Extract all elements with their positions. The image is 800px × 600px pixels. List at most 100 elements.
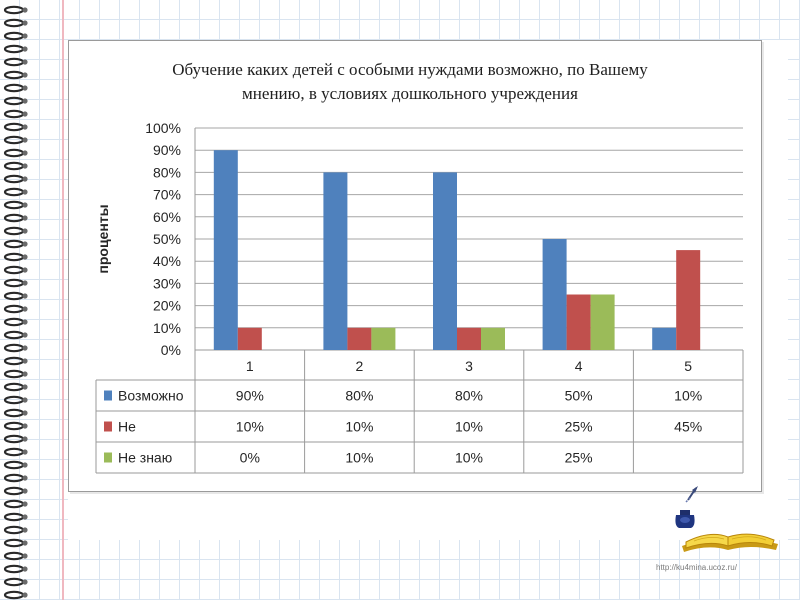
- spiral-ring: [3, 499, 28, 509]
- data-label: 10%: [455, 450, 483, 466]
- chart-title: Обучение каких детей с особыми нуждами в…: [130, 58, 690, 106]
- spiral-ring: [3, 18, 28, 28]
- legend-label: Не знаю: [118, 450, 172, 466]
- y-tick-label: 30%: [153, 275, 181, 291]
- data-label: 0%: [240, 450, 260, 466]
- spiral-ring: [3, 343, 28, 353]
- data-label: 90%: [236, 388, 264, 404]
- spiral-ring: [3, 83, 28, 93]
- data-label: 50%: [565, 388, 593, 404]
- y-tick-label: 100%: [145, 120, 181, 136]
- source-url: http://ku4mina.ucoz.ru/: [656, 563, 737, 572]
- bar: [481, 327, 505, 350]
- x-tick-label: 4: [575, 358, 583, 374]
- bar: [323, 172, 348, 350]
- chart-title-line-1: Обучение каких детей с особыми нуждами в…: [172, 60, 648, 79]
- data-label: 10%: [455, 419, 483, 435]
- spiral-ring: [3, 174, 28, 184]
- bar: [542, 239, 567, 350]
- spiral-ring: [3, 434, 28, 444]
- spiral-ring: [3, 44, 28, 54]
- y-tick-label: 80%: [153, 164, 181, 180]
- bar: [457, 327, 481, 350]
- spiral-ring: [3, 213, 28, 223]
- chart-title-line-2: мнению, в условиях дошкольного учреждени…: [242, 84, 578, 103]
- notebook-margin-line: [62, 0, 64, 600]
- spiral-ring: [3, 447, 28, 457]
- data-label: 25%: [565, 450, 593, 466]
- spiral-ring: [3, 187, 28, 197]
- spiral-ring: [3, 122, 28, 132]
- spiral-ring: [3, 109, 28, 119]
- spiral-ring: [3, 369, 28, 379]
- bar: [213, 150, 238, 350]
- legend-key: [104, 421, 112, 432]
- bar: [566, 294, 591, 350]
- spiral-ring: [3, 421, 28, 431]
- open-book-with-inkwell-icon: [675, 486, 778, 552]
- spiral-ring: [3, 31, 28, 41]
- spiral-ring: [3, 538, 28, 548]
- y-tick-label: 40%: [153, 253, 181, 269]
- data-label: 25%: [565, 419, 593, 435]
- spiral-ring: [3, 200, 28, 210]
- spiral-ring: [3, 356, 28, 366]
- bar: [590, 294, 615, 350]
- data-label: 45%: [674, 419, 702, 435]
- spiral-ring: [3, 239, 28, 249]
- y-tick-label: 10%: [153, 320, 181, 336]
- bar: [433, 172, 457, 350]
- y-tick-label: 90%: [153, 142, 181, 158]
- spiral-ring: [3, 408, 28, 418]
- bar: [652, 327, 677, 350]
- data-label: 80%: [455, 388, 483, 404]
- legend-label: Возможно: [118, 388, 184, 404]
- spiral-ring: [3, 96, 28, 106]
- bar: [237, 327, 262, 350]
- spiral-ring: [3, 265, 28, 275]
- spiral-ring: [3, 525, 28, 535]
- spiral-ring: [3, 577, 28, 587]
- spiral-ring: [3, 252, 28, 262]
- y-tick-label: 70%: [153, 187, 181, 203]
- spiral-ring: [3, 551, 28, 561]
- spiral-ring: [3, 57, 28, 67]
- quill-pen-icon: [685, 486, 698, 503]
- y-tick-label: 0%: [161, 342, 181, 358]
- spiral-ring: [3, 148, 28, 158]
- spiral-ring: [3, 395, 28, 405]
- data-label: 10%: [236, 419, 264, 435]
- y-tick-label: 60%: [153, 209, 181, 225]
- bar: [676, 250, 701, 350]
- data-label: 10%: [345, 450, 373, 466]
- x-tick-label: 5: [684, 358, 692, 374]
- spiral-ring: [3, 291, 28, 301]
- x-tick-label: 2: [356, 358, 364, 374]
- spiral-ring: [3, 226, 28, 236]
- inkwell-icon: [675, 510, 695, 528]
- spiral-ring: [3, 590, 28, 600]
- spiral-ring: [3, 564, 28, 574]
- chart-frame: [68, 40, 762, 492]
- x-tick-label: 1: [246, 358, 254, 374]
- spiral-ring: [3, 330, 28, 340]
- spiral-ring: [3, 473, 28, 483]
- legend-key: [104, 452, 112, 463]
- y-tick-label: 20%: [153, 298, 181, 314]
- spiral-binding: [3, 5, 28, 600]
- spiral-ring: [3, 135, 28, 145]
- spiral-ring: [3, 460, 28, 470]
- bar: [371, 327, 396, 350]
- spiral-ring: [3, 278, 28, 288]
- y-tick-label: 50%: [153, 231, 181, 247]
- spiral-ring: [3, 161, 28, 171]
- bar: [347, 327, 372, 350]
- spiral-ring: [3, 317, 28, 327]
- open-book-icon: [682, 533, 778, 552]
- spiral-ring: [3, 512, 28, 522]
- spiral-ring: [3, 70, 28, 80]
- legend-key: [104, 390, 112, 401]
- data-label: 10%: [674, 388, 702, 404]
- legend-label: Не: [118, 419, 136, 435]
